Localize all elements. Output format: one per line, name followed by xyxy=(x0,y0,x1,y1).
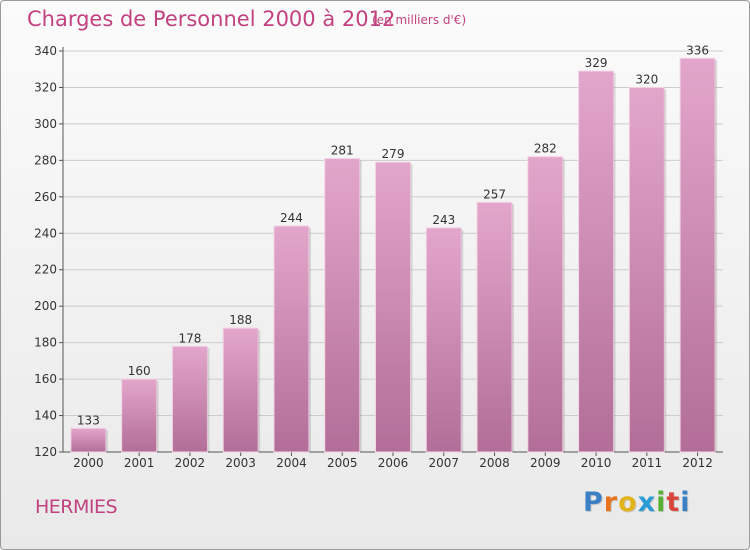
logo-letter: o xyxy=(618,487,638,518)
bars xyxy=(70,57,718,453)
x-tick-label-2010: 2010 xyxy=(581,456,612,470)
data-label-2005: 281 xyxy=(331,144,354,158)
bar-2003 xyxy=(222,327,259,453)
bar-2008 xyxy=(476,201,513,453)
bar-shadow xyxy=(461,229,464,452)
x-tick-label-2004: 2004 xyxy=(276,456,307,470)
bar-shadow xyxy=(359,160,362,453)
y-tick-label: 180 xyxy=(34,336,57,350)
data-labels: 133 160 178 188 244 281 279 243 257 282 329 320 336 xyxy=(77,43,709,427)
data-label-2008: 257 xyxy=(483,187,506,201)
chart-subtitle: (en milliers d'€) xyxy=(372,13,467,27)
bar-shadow xyxy=(664,89,667,453)
data-label-2006: 279 xyxy=(382,147,405,161)
bar-shadow xyxy=(562,158,565,452)
bar-shadow xyxy=(410,164,413,452)
data-label-2009: 282 xyxy=(534,142,557,156)
x-tick-label-2011: 2011 xyxy=(632,456,663,470)
x-tick-label-2002: 2002 xyxy=(175,456,206,470)
bar-2000 xyxy=(70,427,107,453)
y-tick-label: 260 xyxy=(34,190,57,204)
y-tick-label: 300 xyxy=(34,117,57,131)
bar-2012 xyxy=(679,57,716,453)
chart-title: Charges de Personnel 2000 à 2012 xyxy=(27,7,396,31)
y-tick-label: 200 xyxy=(34,299,57,313)
data-label-2010: 329 xyxy=(585,56,608,70)
bar-shadow xyxy=(512,204,515,452)
bar-shadow xyxy=(207,348,210,452)
bar-2006 xyxy=(375,161,411,453)
x-tick-label-2008: 2008 xyxy=(479,456,510,470)
bar-shadow xyxy=(308,227,311,452)
y-tick-label: 140 xyxy=(34,409,57,423)
bar-2001 xyxy=(121,378,158,453)
logo-letter: i xyxy=(680,487,691,518)
data-label-2007: 243 xyxy=(432,213,455,227)
proxiti-logo[interactable]: Proxiti xyxy=(583,487,691,518)
axes: 120 140 160 180 200 220 240 260 280 300 320 340 2000… xyxy=(34,44,723,470)
data-label-2004: 244 xyxy=(280,211,303,225)
logo-letter: r xyxy=(603,487,619,518)
data-label-2012: 336 xyxy=(686,43,709,57)
bar-shadow xyxy=(613,73,616,453)
y-tick-label: 340 xyxy=(34,44,57,58)
x-tick-label-2012: 2012 xyxy=(682,456,713,470)
x-tick-label-2007: 2007 xyxy=(428,456,459,470)
bar-2011 xyxy=(628,86,665,453)
town-name: HERMIES xyxy=(35,496,118,518)
bar-2004 xyxy=(273,225,310,453)
bar-2009 xyxy=(527,156,564,453)
y-tick-label: 240 xyxy=(34,226,57,240)
bar-shadow xyxy=(156,381,159,452)
bar-2005 xyxy=(324,158,361,453)
y-tick-label: 220 xyxy=(34,263,57,277)
x-tick-label-2005: 2005 xyxy=(327,456,358,470)
data-label-2003: 188 xyxy=(229,313,252,327)
data-label-2001: 160 xyxy=(128,364,151,378)
logo-letter: x xyxy=(637,487,657,518)
y-tick-label: 320 xyxy=(34,80,57,94)
x-tick-label-2006: 2006 xyxy=(378,456,409,470)
x-tick-label-2000: 2000 xyxy=(73,456,104,470)
bar-shadow xyxy=(105,430,108,452)
logo-letter: i xyxy=(656,487,667,518)
y-tick-label: 120 xyxy=(34,445,57,459)
bar-shadow xyxy=(258,330,261,452)
data-label-2011: 320 xyxy=(635,72,658,86)
x-tick-label-2003: 2003 xyxy=(225,456,256,470)
y-tick-label: 280 xyxy=(34,153,57,167)
x-tick-label-2009: 2009 xyxy=(530,456,561,470)
bar-2010 xyxy=(578,70,615,453)
y-tick-label: 160 xyxy=(34,372,57,386)
logo-letter: P xyxy=(583,487,604,518)
data-label-2000: 133 xyxy=(77,413,100,427)
data-label-2002: 178 xyxy=(178,331,201,345)
bar-2002 xyxy=(171,345,208,453)
x-tick-label-2001: 2001 xyxy=(124,456,155,470)
logo-letter: t xyxy=(666,487,681,518)
bar-2007 xyxy=(425,227,462,453)
bar-shadow xyxy=(715,60,718,453)
